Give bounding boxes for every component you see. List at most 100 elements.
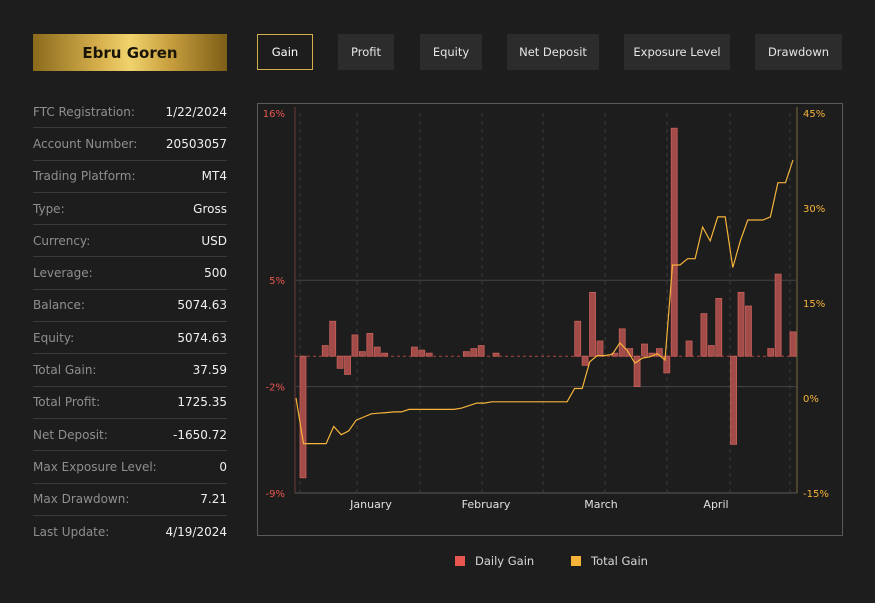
tab-exposure-level-label: Exposure Level xyxy=(633,45,721,59)
info-row-max-exposure-level: Max Exposure Level: 0 xyxy=(33,451,227,484)
tab-gain-label: Gain xyxy=(271,45,299,59)
info-row-leverage: Leverage: 500 xyxy=(33,257,227,290)
daily-gain-bar xyxy=(351,334,359,357)
daily-gain-bar xyxy=(470,348,478,357)
daily-gain-bar xyxy=(492,352,500,357)
info-label: Balance: xyxy=(33,298,85,313)
daily-gain-bar xyxy=(418,349,426,357)
daily-gain-bar xyxy=(581,355,589,366)
info-value: 5074.63 xyxy=(177,330,227,345)
tab-gain[interactable]: Gain xyxy=(257,34,313,70)
daily-gain-bar xyxy=(685,340,693,357)
info-row-ftc-registration: FTC Registration: 1/22/2024 xyxy=(33,96,227,129)
daily-gain-bar xyxy=(618,328,626,357)
info-value: 37.59 xyxy=(192,363,227,378)
x-tick-label: March xyxy=(584,498,618,511)
info-label: Type: xyxy=(33,201,65,216)
y-right-tick-label: 30% xyxy=(803,204,825,215)
legend-swatch-total-gain xyxy=(571,556,581,566)
tab-net-deposit[interactable]: Net Deposit xyxy=(507,34,599,70)
info-label: FTC Registration: xyxy=(33,104,135,119)
info-value: Gross xyxy=(193,201,227,216)
tab-net-deposit-label: Net Deposit xyxy=(519,45,587,59)
y-right-tick-label: 0% xyxy=(803,394,819,405)
info-label: Leverage: xyxy=(33,266,93,281)
info-row-total-profit: Total Profit: 1725.35 xyxy=(33,387,227,419)
daily-gain-bar xyxy=(745,305,752,357)
info-label: Trading Platform: xyxy=(33,169,136,184)
daily-gain-bar xyxy=(462,351,470,357)
daily-gain-bar xyxy=(477,345,485,357)
daily-gain-bar xyxy=(596,340,604,357)
daily-gain-bar xyxy=(329,320,337,357)
info-label: Total Profit: xyxy=(33,395,101,410)
daily-gain-bar xyxy=(707,345,715,357)
legend-swatch-daily-gain xyxy=(455,556,465,566)
x-tick-label: January xyxy=(349,498,392,511)
y-left-tick-label: 16% xyxy=(263,109,285,120)
daily-gain-bar xyxy=(425,352,433,357)
total-gain-line xyxy=(295,159,794,445)
tab-drawdown[interactable]: Drawdown xyxy=(755,34,842,70)
daily-gain-bar xyxy=(789,331,797,357)
daily-gain-bar xyxy=(715,298,723,357)
y-left-tick-label: -9% xyxy=(266,489,285,500)
info-row-net-deposit: Net Deposit: -1650.72 xyxy=(33,419,227,452)
tab-equity[interactable]: Equity xyxy=(420,34,482,70)
tab-drawdown-label: Drawdown xyxy=(767,45,830,59)
y-right-tick-label: -15% xyxy=(803,489,829,500)
info-label: Equity: xyxy=(33,330,75,345)
daily-gain-bar xyxy=(670,127,678,357)
chart-legend: Daily Gain Total Gain xyxy=(0,554,875,570)
info-row-last-update: Last Update: 4/19/2024 xyxy=(33,516,227,548)
account-name: Ebru Goren xyxy=(82,43,178,62)
info-label: Max Drawdown: xyxy=(33,492,130,507)
info-value: 500 xyxy=(204,266,227,281)
daily-gain-bar xyxy=(574,320,582,357)
legend-item-total-gain[interactable]: Total Gain xyxy=(571,554,648,568)
tab-exposure-level[interactable]: Exposure Level xyxy=(624,34,730,70)
daily-gain-bar xyxy=(321,345,329,357)
info-value: 1/22/2024 xyxy=(165,104,227,119)
daily-gain-bar xyxy=(358,351,366,357)
info-value: 4/19/2024 xyxy=(165,525,227,539)
daily-gain-bar xyxy=(700,313,708,357)
info-row-equity: Equity: 5074.63 xyxy=(33,322,227,355)
daily-gain-bar xyxy=(336,355,344,369)
info-label: Total Gain: xyxy=(33,363,97,378)
daily-gain-bar xyxy=(344,355,351,375)
tab-profit[interactable]: Profit xyxy=(338,34,394,70)
info-value: 1725.35 xyxy=(177,395,227,410)
info-value: 0 xyxy=(219,459,227,474)
info-row-balance: Balance: 5074.63 xyxy=(33,290,227,323)
tab-profit-label: Profit xyxy=(351,45,381,59)
info-label: Net Deposit: xyxy=(33,427,108,442)
daily-gain-bar xyxy=(767,348,775,357)
tab-equity-label: Equity xyxy=(432,45,470,59)
daily-gain-bar xyxy=(774,273,782,357)
account-name-badge: Ebru Goren xyxy=(33,34,227,71)
gain-chart-frame xyxy=(257,103,843,536)
info-row-max-drawdown: Max Drawdown: 7.21 xyxy=(33,484,227,516)
daily-gain-bar xyxy=(633,355,641,388)
account-info-list: FTC Registration: 1/22/2024 Account Numbe… xyxy=(33,96,227,548)
daily-gain-bar xyxy=(366,332,374,357)
daily-gain-bar xyxy=(299,355,307,479)
info-label: Max Exposure Level: xyxy=(33,459,157,474)
daily-gain-bar xyxy=(730,355,738,445)
info-label: Last Update: xyxy=(33,525,110,539)
info-value: 5074.63 xyxy=(177,298,227,313)
daily-gain-bar xyxy=(626,348,634,357)
legend-item-daily-gain[interactable]: Daily Gain xyxy=(455,554,534,568)
legend-label-daily-gain: Daily Gain xyxy=(475,554,535,568)
info-value: 7.21 xyxy=(200,492,227,507)
info-row-total-gain: Total Gain: 37.59 xyxy=(33,354,227,387)
y-right-tick-label: 45% xyxy=(803,109,825,120)
info-value: MT4 xyxy=(201,169,227,184)
info-value: 20503057 xyxy=(165,136,227,151)
daily-gain-bar xyxy=(373,346,381,357)
y-left-tick-label: -2% xyxy=(266,383,285,394)
y-right-tick-label: 15% xyxy=(803,299,825,310)
y-left-tick-label: 5% xyxy=(269,276,285,287)
